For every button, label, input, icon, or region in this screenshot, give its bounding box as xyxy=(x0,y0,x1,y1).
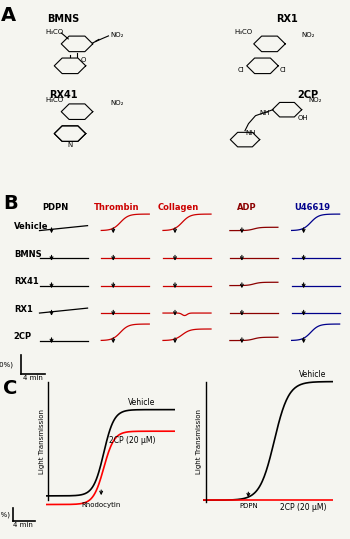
Text: Vehicle: Vehicle xyxy=(128,398,155,407)
Text: H₃CO: H₃CO xyxy=(46,29,64,35)
Text: Light Transmission: Light Transmission xyxy=(196,410,202,474)
Text: U46619: U46619 xyxy=(294,203,330,212)
Text: NO₂: NO₂ xyxy=(308,96,322,103)
Text: 2CP (20 μM): 2CP (20 μM) xyxy=(280,503,326,513)
Text: NH: NH xyxy=(259,109,270,116)
Text: 2CP (20 μM): 2CP (20 μM) xyxy=(109,436,155,445)
Text: Thrombin: Thrombin xyxy=(94,203,139,212)
Text: RX41: RX41 xyxy=(49,89,77,100)
Text: O: O xyxy=(80,57,86,63)
Text: Vehicle: Vehicle xyxy=(14,223,48,231)
Text: H₃CO: H₃CO xyxy=(234,29,253,35)
Text: BMNS: BMNS xyxy=(14,250,41,259)
Text: PDPN: PDPN xyxy=(42,203,68,212)
Text: Cl: Cl xyxy=(238,67,245,73)
Text: NO₂: NO₂ xyxy=(110,100,124,106)
Text: PDPN: PDPN xyxy=(239,503,258,509)
Text: RX1: RX1 xyxy=(14,305,33,314)
Text: Light Transmission: Light Transmission xyxy=(38,410,44,474)
Text: RX1: RX1 xyxy=(276,14,298,24)
Text: C: C xyxy=(4,379,18,398)
Text: 2CP: 2CP xyxy=(298,89,318,100)
Text: OH: OH xyxy=(298,115,308,121)
Text: Collagen: Collagen xyxy=(158,203,199,212)
Text: 4 min: 4 min xyxy=(13,522,33,528)
Text: ADP: ADP xyxy=(237,203,257,212)
Text: ΔT(40%): ΔT(40%) xyxy=(0,361,14,368)
Text: Vehicle: Vehicle xyxy=(299,370,326,379)
Text: NH: NH xyxy=(245,129,255,136)
Text: Rhodocytin: Rhodocytin xyxy=(82,502,121,508)
Text: 2CP: 2CP xyxy=(14,333,32,341)
Text: NO₂: NO₂ xyxy=(110,32,124,38)
Text: 4 min: 4 min xyxy=(23,375,43,381)
Text: A: A xyxy=(1,6,16,25)
Text: Cl: Cl xyxy=(280,67,287,73)
Text: RX41: RX41 xyxy=(14,278,38,286)
Text: N: N xyxy=(67,142,73,148)
Text: BMNS: BMNS xyxy=(47,14,79,24)
Text: H₃CO: H₃CO xyxy=(46,96,64,103)
Text: B: B xyxy=(3,194,18,213)
Text: ΔT(15%): ΔT(15%) xyxy=(0,512,11,518)
Text: NO₂: NO₂ xyxy=(301,32,315,38)
